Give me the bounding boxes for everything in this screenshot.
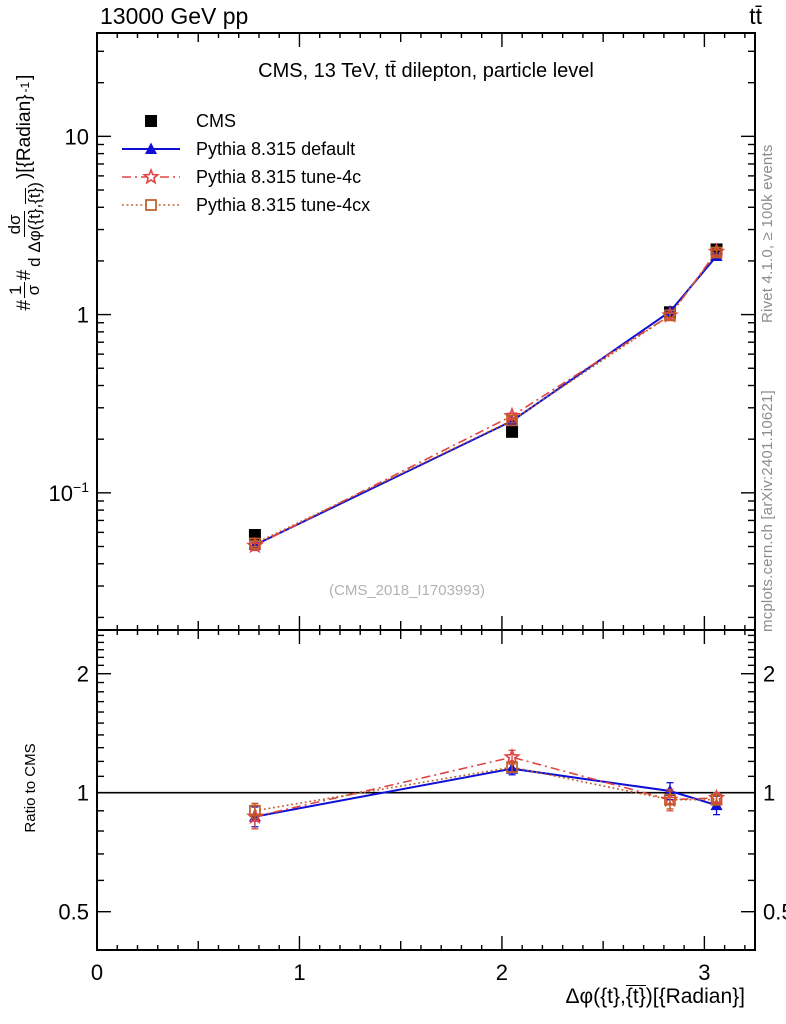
x-axis-title: Δφ({t},{t})[{Radian}]	[97, 985, 745, 1009]
y-axis-title-part: #	[13, 269, 35, 281]
den-text: )	[24, 182, 44, 188]
process-label: tt̄	[749, 3, 762, 29]
svg-text:10: 10	[65, 124, 89, 149]
mcplots-arxiv-note: mcplots.cern.ch [arXiv:2401.10621]	[759, 390, 776, 632]
tbar-text: {t}	[24, 187, 44, 204]
legend-item-pythia-default: Pythia 8.315 default	[120, 138, 370, 160]
legend-item-cms: CMS	[120, 110, 370, 132]
y-axis-title-part: ]	[13, 74, 35, 80]
legend-label: Pythia 8.315 default	[196, 138, 356, 159]
svg-text:1: 1	[77, 781, 89, 806]
cms-marker-icon	[145, 115, 157, 127]
pythia-default-marker-icon	[122, 142, 180, 154]
pythia-tune4cx-marker-icon	[122, 199, 180, 211]
ratio-axis-title: Ratio to CMS	[22, 743, 39, 833]
svg-text:2: 2	[763, 662, 775, 687]
svg-text:0: 0	[91, 960, 103, 985]
legend-label: CMS	[196, 110, 236, 131]
svg-text:0.5: 0.5	[763, 900, 786, 925]
y-axis-title-part: )[{Radian}	[13, 94, 35, 180]
x-axis-title-part: )[{Radian}]	[645, 985, 745, 1008]
legend: CMS Pythia 8.315 default Pythia 8.315 tu…	[120, 110, 370, 216]
svg-text:1: 1	[77, 303, 89, 328]
svg-text:3: 3	[698, 960, 710, 985]
svg-text:1: 1	[293, 960, 305, 985]
analysis-id-watermark: (CMS_2018_I1703993)	[329, 582, 485, 599]
fraction-denominator: d Δφ({t},{t})	[24, 181, 44, 268]
legend-item-pythia-tune4cx: Pythia 8.315 tune-4cx	[120, 194, 370, 216]
plot-title: CMS, 13 TeV, tt̄ dilepton, particle leve…	[258, 60, 594, 82]
y-axis-title: #1 σ # dσ d Δφ({t},{t}))[{Radian} -1]	[5, 40, 44, 345]
svg-text:2: 2	[496, 960, 508, 985]
y-axis-title-part: #	[13, 299, 35, 311]
x-axis-title-part: Δφ({t},	[565, 985, 626, 1008]
legend-label: Pythia 8.315 tune-4c	[196, 166, 362, 187]
fraction-denominator: σ	[24, 284, 44, 296]
svg-text:1: 1	[763, 781, 775, 806]
legend-label: Pythia 8.315 tune-4cx	[196, 194, 371, 215]
beam-energy-label: 13000 GeV pp	[100, 3, 249, 29]
tbar-text: {t}	[625, 985, 646, 1008]
fraction-numerator: dσ	[5, 211, 25, 238]
fraction-numerator: 1	[6, 282, 26, 298]
den-text: d Δφ({t},	[24, 203, 44, 267]
pythia-tune4c-marker-icon	[122, 168, 180, 185]
svg-text:2: 2	[77, 662, 89, 687]
rivet-version-note: Rivet 4.1.0, ≥ 100k events	[759, 144, 776, 323]
y-axis-title-sup: -1	[17, 81, 32, 93]
svg-text:10−1: 10−1	[49, 479, 90, 506]
svg-text:0.5: 0.5	[58, 900, 89, 925]
legend-item-pythia-tune4c: Pythia 8.315 tune-4c	[120, 166, 370, 188]
